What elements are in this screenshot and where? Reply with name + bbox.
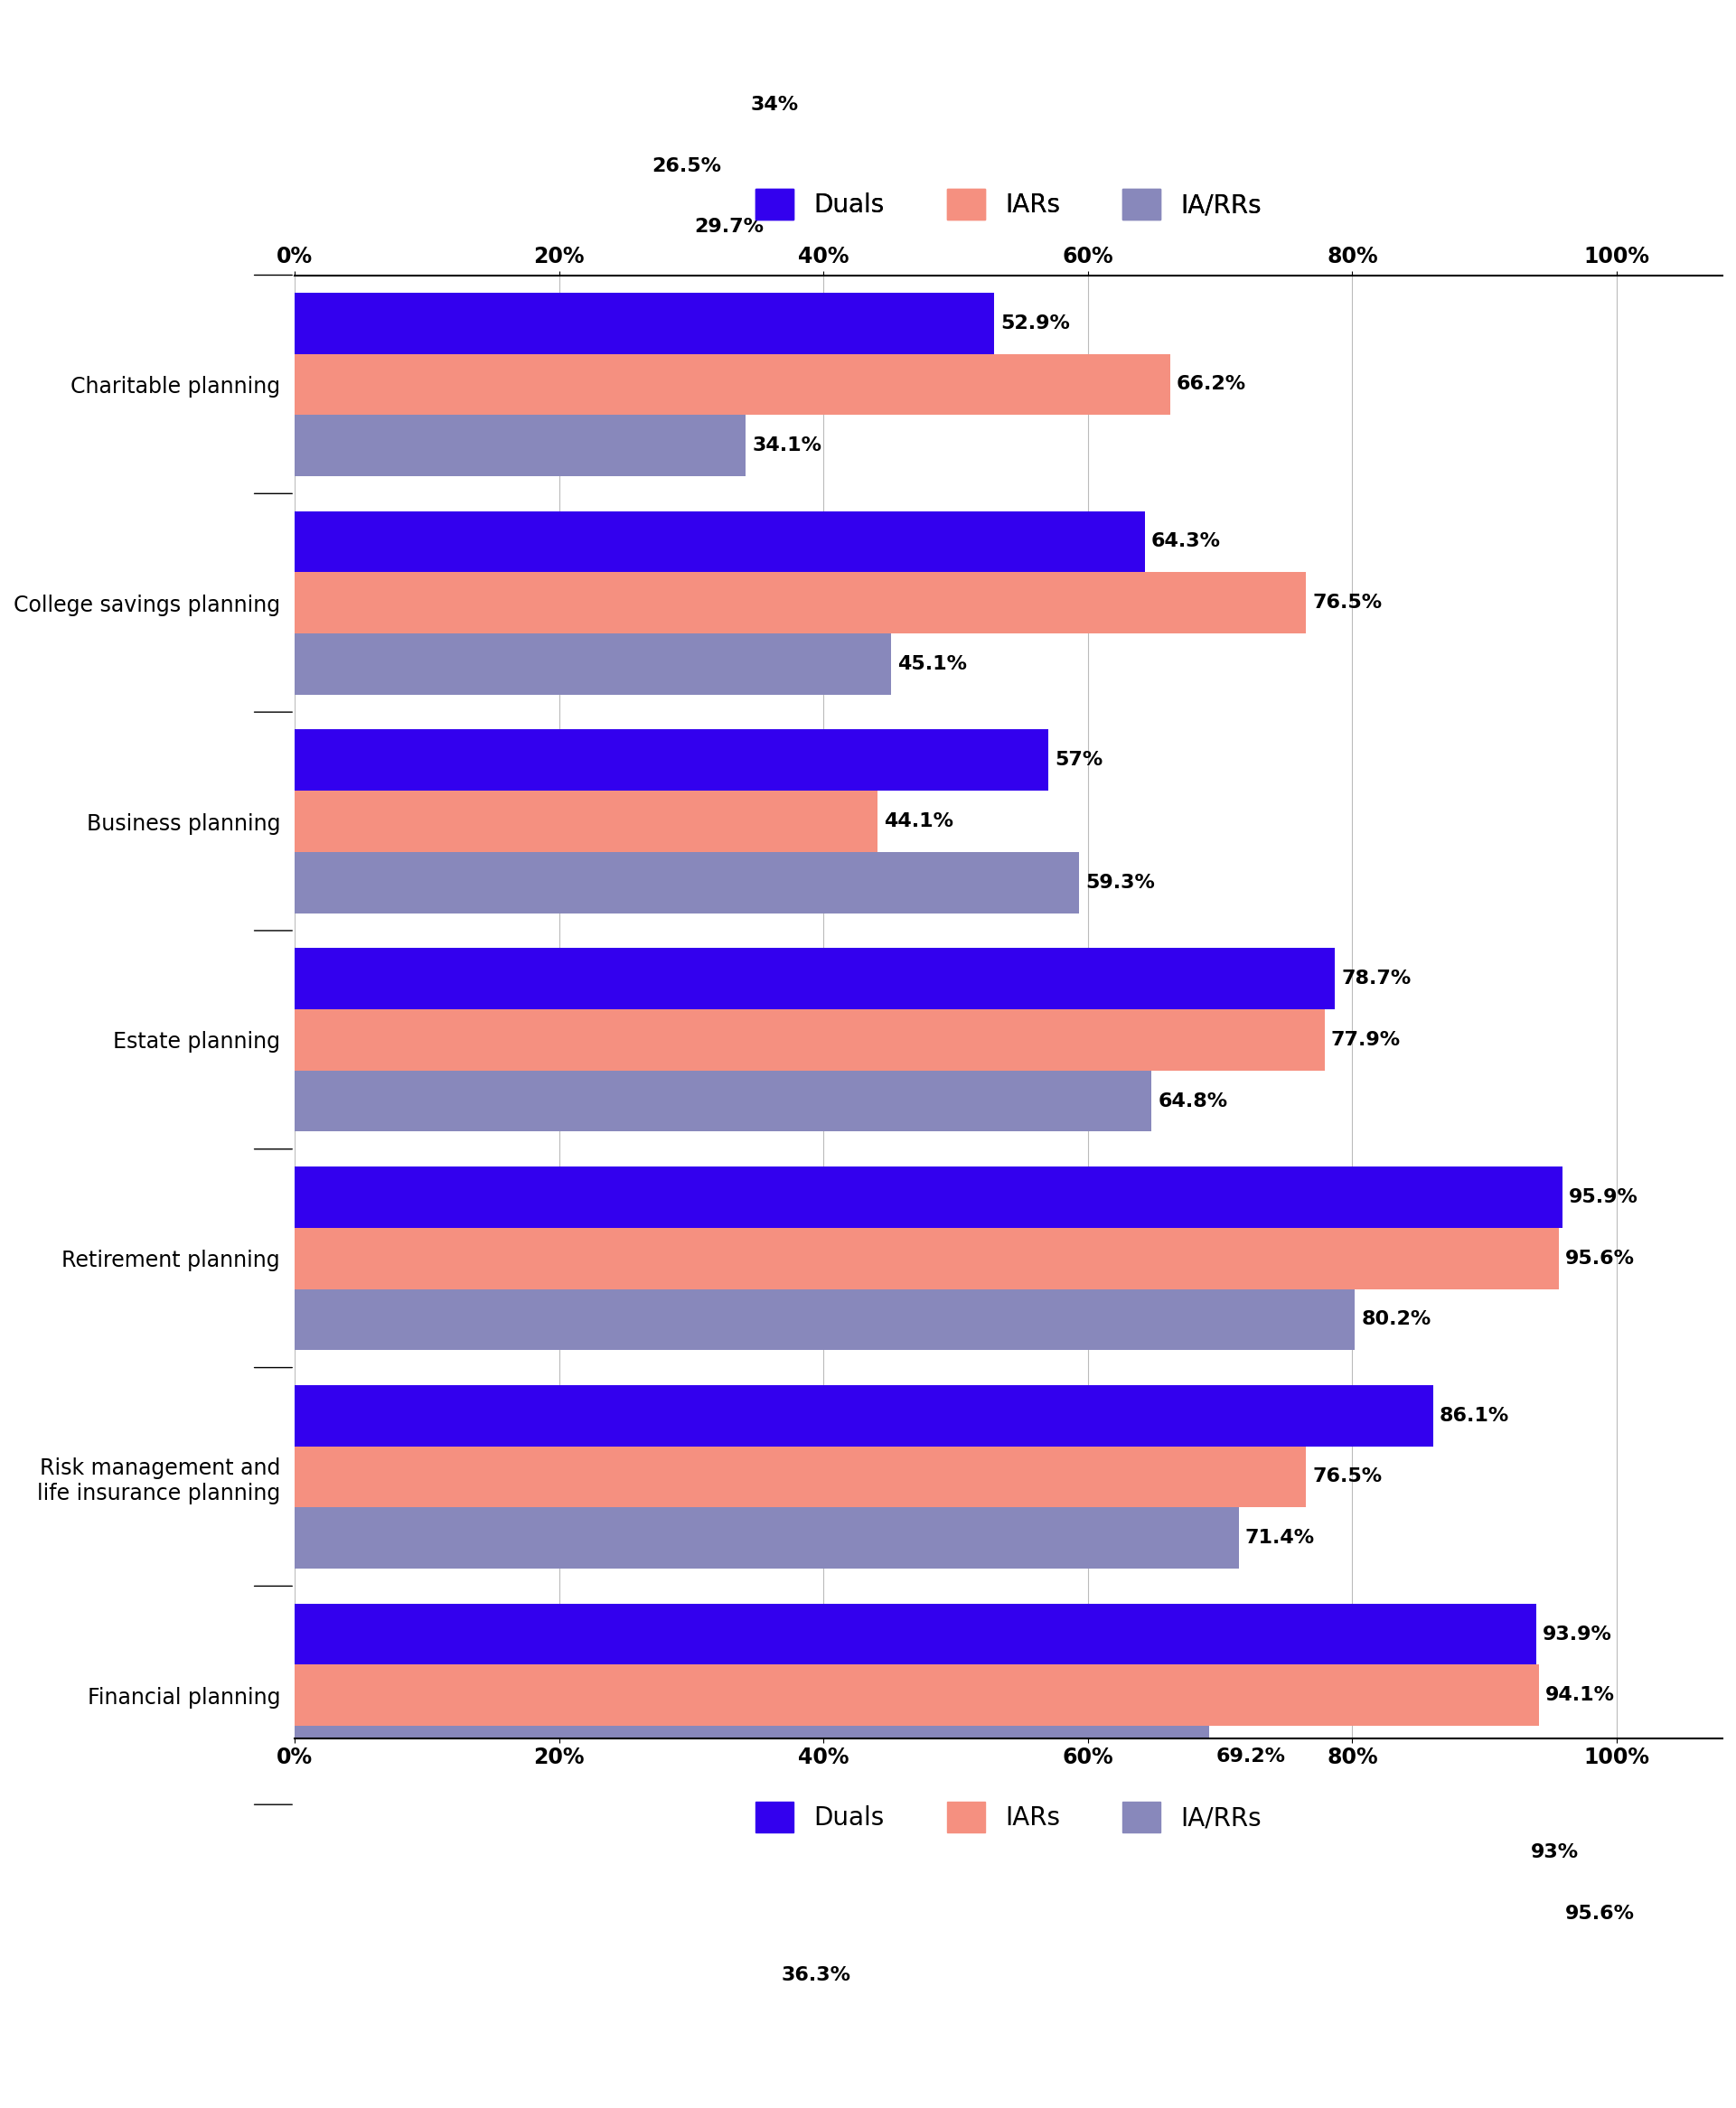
Bar [295,135,646,196]
Bar [295,1227,1559,1288]
Text: 78.7%: 78.7% [1342,970,1411,989]
Text: 36.3%: 36.3% [781,1967,851,1984]
Legend: Duals, IARs, IA/RRs: Duals, IARs, IA/RRs [755,190,1262,219]
Text: 76.5%: 76.5% [1312,594,1382,611]
Bar [295,1604,1536,1665]
Legend: Duals, IARs, IA/RRs: Duals, IARs, IA/RRs [755,1802,1262,1832]
Text: 77.9%: 77.9% [1332,1031,1401,1050]
Text: 44.1%: 44.1% [884,812,953,831]
Bar [295,1385,1432,1446]
Text: 80.2%: 80.2% [1361,1311,1432,1328]
Bar [295,1507,1238,1568]
Bar [295,1010,1325,1071]
Text: 69.2%: 69.2% [1217,1748,1286,1767]
Bar [295,571,1305,632]
Text: 95.6%: 95.6% [1566,1250,1635,1267]
Text: 64.3%: 64.3% [1151,533,1220,550]
Text: 66.2%: 66.2% [1177,375,1246,394]
Text: 59.3%: 59.3% [1085,873,1154,892]
Text: 45.1%: 45.1% [898,656,967,672]
Bar [295,510,1144,571]
Text: 29.7%: 29.7% [694,217,764,236]
Bar [295,729,1049,790]
Bar [295,632,891,696]
Bar [295,949,1335,1010]
Text: 95.6%: 95.6% [1566,1906,1635,1922]
Bar [295,1071,1151,1132]
Bar [295,1288,1354,1349]
Text: 93.9%: 93.9% [1543,1625,1613,1644]
Text: 57%: 57% [1055,750,1102,769]
Bar [295,1446,1305,1507]
Bar [295,415,745,476]
Text: 64.8%: 64.8% [1158,1092,1227,1111]
Bar [295,852,1078,913]
Bar [295,196,687,257]
Bar [295,354,1170,415]
Text: 94.1%: 94.1% [1545,1686,1614,1705]
Text: 52.9%: 52.9% [1000,314,1069,333]
Bar [295,1821,1524,1882]
Bar [295,1944,774,2005]
Bar [295,74,745,135]
Bar [295,1726,1210,1788]
Bar [295,790,878,852]
Text: 95.9%: 95.9% [1569,1189,1639,1206]
Text: 86.1%: 86.1% [1439,1406,1509,1425]
Bar [295,1166,1562,1227]
Bar [295,293,995,354]
Text: 71.4%: 71.4% [1245,1528,1314,1547]
Text: 26.5%: 26.5% [651,156,720,175]
Text: 34%: 34% [750,95,799,114]
Bar [295,1665,1538,1726]
Text: 34.1%: 34.1% [752,436,821,455]
Bar [295,1882,1559,1944]
Text: 76.5%: 76.5% [1312,1467,1382,1486]
Text: 93%: 93% [1531,1844,1578,1861]
